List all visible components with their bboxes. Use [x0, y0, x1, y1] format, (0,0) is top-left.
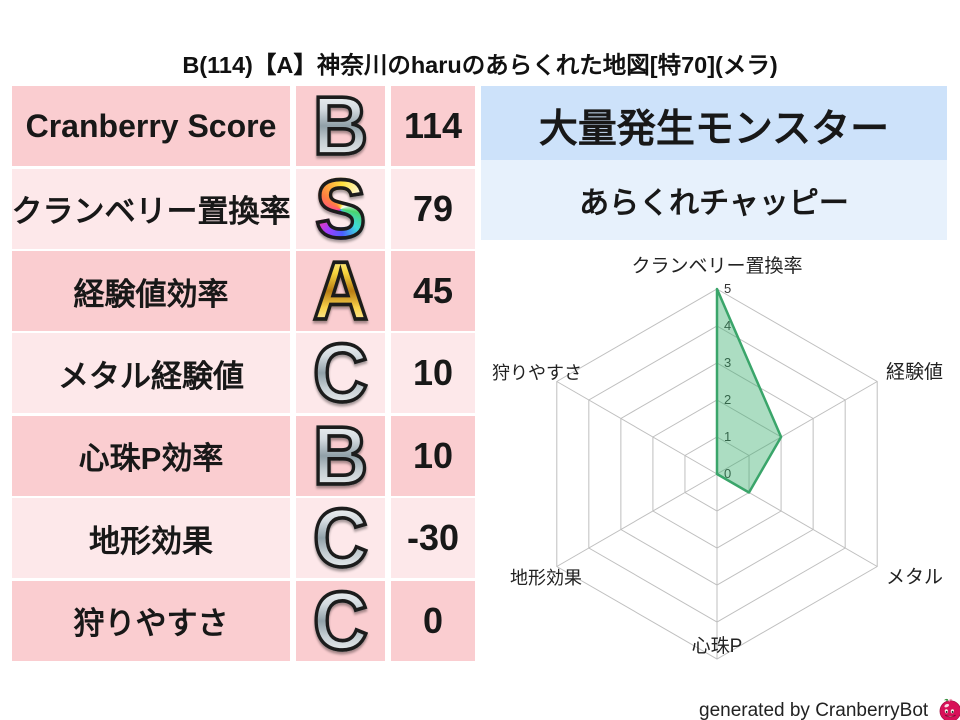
- svg-text:狩りやすさ: 狩りやすさ: [492, 363, 582, 383]
- svg-text:クランベリー置換率: クランベリー置換率: [631, 255, 802, 277]
- svg-text:心珠P: 心珠P: [692, 635, 743, 657]
- svg-text:経験値: 経験値: [886, 361, 943, 383]
- svg-text:5: 5: [724, 281, 731, 296]
- svg-text:メタル: メタル: [886, 566, 943, 588]
- svg-text:地形効果: 地形効果: [510, 568, 582, 588]
